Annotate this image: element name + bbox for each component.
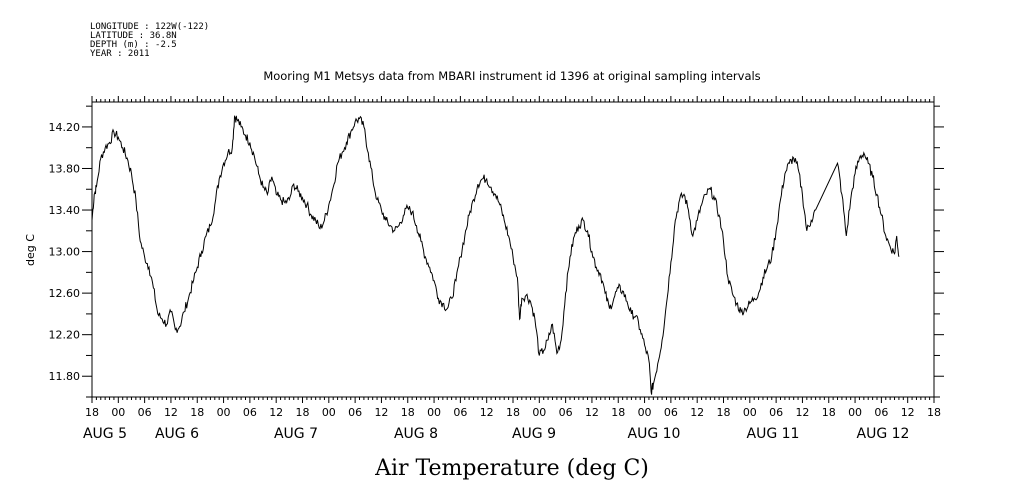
metadata-line: DEPTH (m) : -2.5	[90, 40, 177, 50]
x-tick-label: 00	[743, 406, 757, 419]
x-tick-label: 12	[480, 406, 494, 419]
x-tick-label: 12	[690, 406, 704, 419]
x-tick-label: 18	[717, 406, 731, 419]
x-tick-label: 00	[532, 406, 546, 419]
x-tick-label: 18	[506, 406, 520, 419]
x-tick-label: 18	[927, 406, 941, 419]
date-label: AUG 12	[857, 426, 910, 442]
x-tick-label: 18	[296, 406, 310, 419]
x-tick-label: 00	[322, 406, 336, 419]
x-tick-label: 18	[611, 406, 625, 419]
chart-title: Mooring M1 Metsys data from MBARI instru…	[263, 69, 760, 83]
x-tick-label: 00	[638, 406, 652, 419]
y-tick-label: 13.00	[49, 246, 81, 259]
x-tick-label: 06	[348, 406, 362, 419]
y-tick-label: 13.80	[49, 162, 81, 175]
x-tick-label: 12	[901, 406, 915, 419]
date-label: AUG 8	[394, 426, 438, 442]
x-tick-label: 06	[664, 406, 678, 419]
metadata-line: LATITUDE : 36.8N	[90, 31, 177, 41]
date-label: AUG 11	[747, 426, 800, 442]
date-label: AUG 9	[512, 426, 556, 442]
x-tick-label: 06	[769, 406, 783, 419]
y-axis-label: deg C	[24, 234, 37, 266]
x-tick-label: 18	[401, 406, 415, 419]
x-axis-label: Air Temperature (deg C)	[374, 456, 649, 481]
metadata-line: YEAR : 2011	[90, 49, 150, 59]
series-line	[91, 115, 900, 395]
date-label: AUG 6	[155, 426, 199, 442]
x-tick-label: 12	[585, 406, 599, 419]
x-tick-label: 06	[243, 406, 257, 419]
x-tick-label: 12	[795, 406, 809, 419]
axis-ticks	[82, 96, 944, 403]
x-tick-label: 06	[138, 406, 152, 419]
y-tick-label: 12.60	[49, 287, 81, 300]
x-tick-label: 00	[848, 406, 862, 419]
y-tick-label: 11.80	[49, 370, 81, 383]
metadata-line: LONGITUDE : 122W(-122)	[90, 22, 209, 32]
x-tick-label: 00	[111, 406, 125, 419]
y-tick-label: 13.40	[49, 204, 81, 217]
date-label: AUG 7	[274, 426, 318, 442]
x-tick-label: 12	[269, 406, 283, 419]
y-tick-label: 12.20	[49, 329, 81, 342]
y-tick-labels: 11.80 12.20 12.60 13.00 13.40 13.80 14.20	[49, 121, 81, 383]
x-tick-labels: 18 00 06 12 18 00 06 12 18 00 06 12 18 00 06 12 18 00 06 12…	[85, 406, 941, 419]
plot-frame	[91, 101, 935, 398]
x-tick-label: 06	[559, 406, 573, 419]
x-tick-label: 12	[374, 406, 388, 419]
x-tick-label: 18	[190, 406, 204, 419]
date-label: AUG 10	[628, 426, 681, 442]
y-tick-label: 14.20	[49, 121, 81, 134]
date-labels: AUG 5 AUG 6 AUG 7 AUG 8 AUG 9 AUG 10 AUG 11 AUG…	[83, 426, 909, 442]
series-group	[91, 115, 900, 395]
x-tick-label: 12	[164, 406, 178, 419]
metadata-header: LONGITUDE : 122W(-122)LATITUDE : 36.8NDE…	[90, 22, 209, 59]
x-tick-label: 06	[874, 406, 888, 419]
x-tick-label: 00	[427, 406, 441, 419]
x-tick-label: 18	[822, 406, 836, 419]
x-tick-label: 18	[85, 406, 99, 419]
date-label: AUG 5	[83, 426, 127, 442]
x-tick-label: 06	[453, 406, 467, 419]
x-tick-label: 00	[217, 406, 231, 419]
